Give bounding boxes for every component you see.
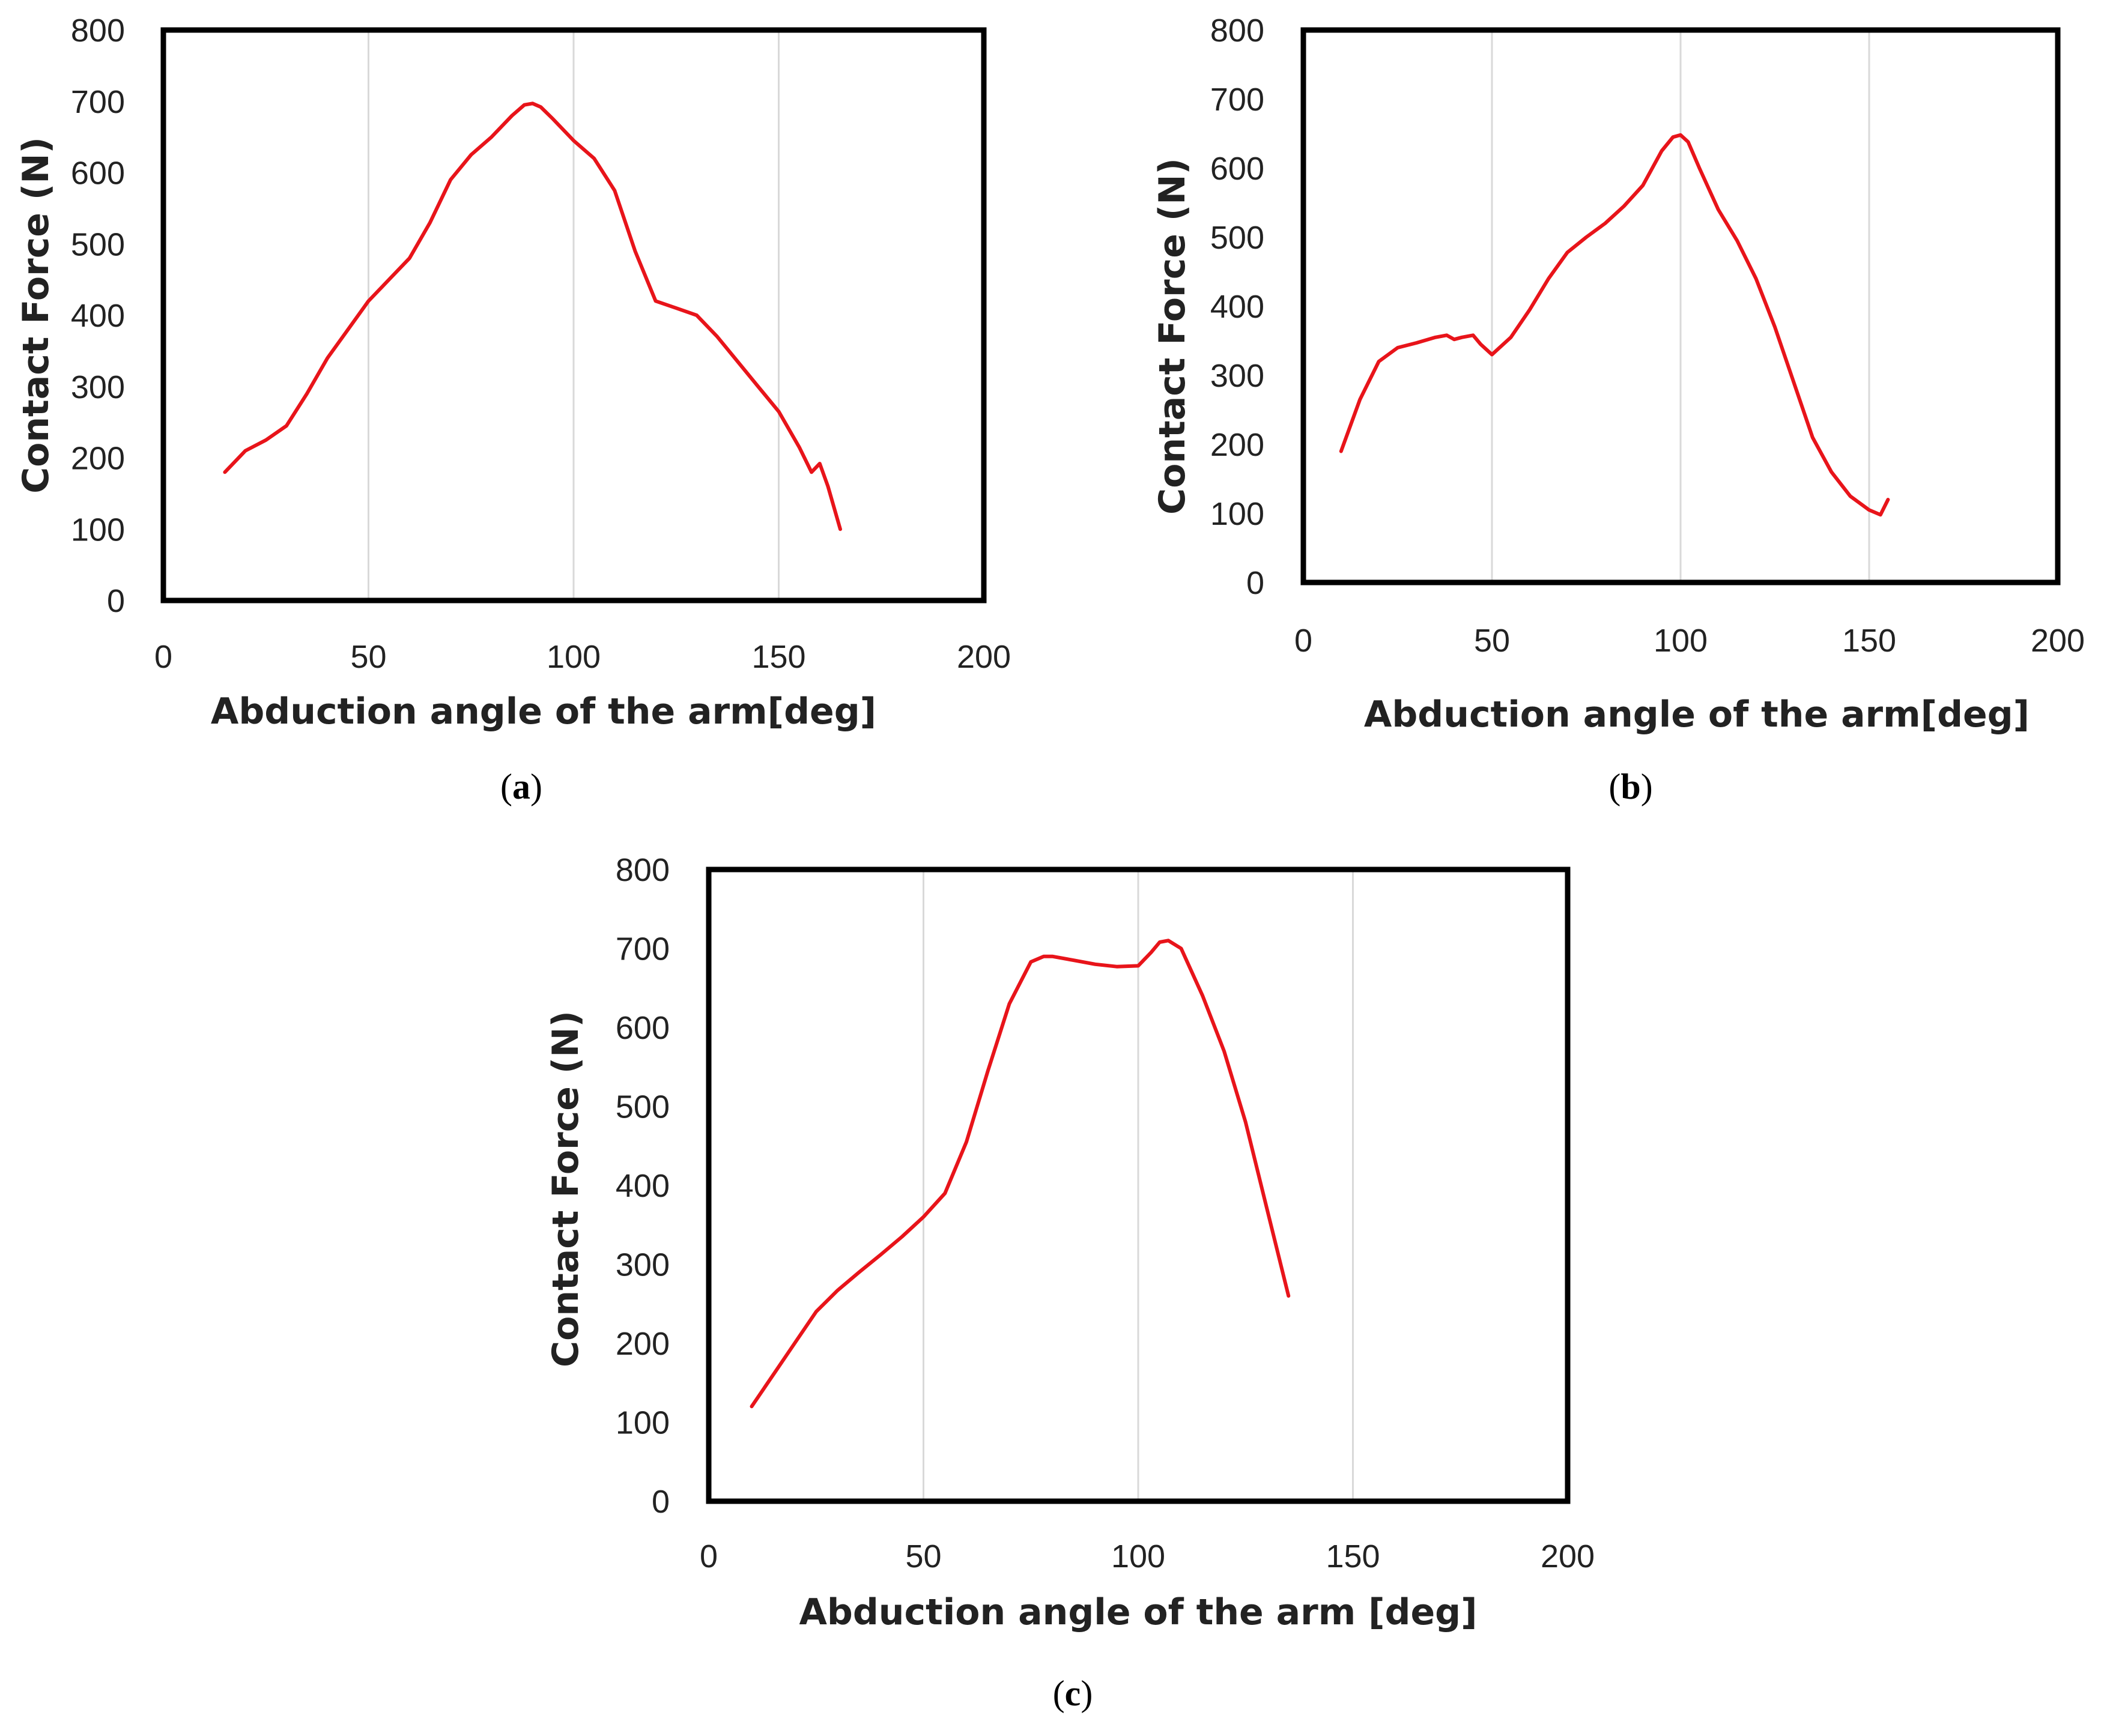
y-tick-label: 400	[1210, 289, 1264, 325]
y-tick-label: 500	[71, 226, 125, 262]
series-line	[750, 939, 1291, 1409]
y-tick-label: 0	[1246, 565, 1264, 601]
x-tick-label: 150	[1842, 623, 1896, 659]
y-tick-label: 200	[71, 441, 125, 477]
x-tick-label: 50	[905, 1538, 941, 1574]
x-tick-label: 0	[154, 639, 172, 675]
chart-panel-a: 0 50 100 150 200 0 100 200 300 400 500 600 700 800 Abd…	[15, 13, 1011, 806]
panel-caption: (c)	[1053, 1674, 1093, 1713]
x-tick-label: 200	[1541, 1538, 1595, 1574]
x-tick-label: 50	[350, 639, 386, 675]
x-tick-label: 150	[751, 639, 805, 675]
y-tick-label: 500	[616, 1089, 670, 1125]
y-tick-label: 100	[1210, 496, 1264, 532]
x-tick-label: 200	[957, 639, 1011, 675]
y-tick-label: 700	[1210, 82, 1264, 118]
y-tick-label: 200	[1210, 427, 1264, 463]
y-tick-label: 400	[71, 298, 125, 334]
y-tick-label: 700	[71, 84, 125, 120]
y-tick-label: 700	[616, 931, 670, 967]
y-tick-label: 400	[616, 1168, 670, 1204]
caption-paren-close: )	[1081, 1674, 1093, 1713]
x-tick-label: 100	[1111, 1538, 1165, 1574]
y-tick-label: 800	[71, 13, 125, 49]
x-tick-label: 100	[547, 639, 601, 675]
caption-paren-open: (	[1608, 767, 1620, 806]
caption-letter: a	[512, 767, 530, 806]
y-tick-label: 0	[107, 583, 125, 619]
y-tick-label: 600	[616, 1010, 670, 1046]
y-tick-label: 200	[616, 1326, 670, 1362]
x-tick-label: 0	[700, 1538, 718, 1574]
x-tick-label: 100	[1654, 623, 1708, 659]
y-tick-label: 500	[1210, 220, 1264, 256]
series-line	[1339, 133, 1890, 517]
panel-caption: (a)	[500, 767, 542, 806]
plot-frame	[706, 866, 1571, 1504]
caption-paren-close: )	[530, 767, 542, 806]
y-tick-label: 300	[1210, 358, 1264, 394]
x-axis-title: Abduction angle of the arm[deg]	[211, 691, 876, 733]
y-tick-label: 100	[71, 512, 125, 548]
x-tick-label: 0	[1294, 623, 1312, 659]
x-tick-label: 200	[2031, 623, 2085, 659]
y-tick-label: 300	[616, 1247, 670, 1283]
x-axis-title: Abduction angle of the arm [deg]	[799, 1591, 1477, 1633]
x-tick-label: 50	[1474, 623, 1510, 659]
caption-letter: b	[1620, 767, 1640, 806]
chart-panel-c: 0 50 100 150 200 0 100 200 300 400 500 600 700 800 Abd…	[545, 852, 1595, 1713]
y-axis-title: Contact Force (N)	[1151, 158, 1193, 515]
y-tick-label: 300	[71, 369, 125, 405]
plot-frame	[1300, 27, 2061, 585]
caption-paren-open: (	[1053, 1674, 1065, 1713]
y-tick-label: 800	[616, 852, 670, 888]
x-tick-label: 150	[1326, 1538, 1380, 1574]
panel-caption: (b)	[1608, 767, 1652, 806]
y-tick-label: 600	[1210, 151, 1264, 187]
caption-paren-close: )	[1641, 767, 1653, 806]
y-tick-label: 800	[1210, 13, 1264, 49]
y-tick-label: 600	[71, 156, 125, 192]
x-axis-title: Abduction angle of the arm[deg]	[1364, 694, 2030, 736]
caption-paren-open: (	[500, 767, 512, 806]
series-line	[223, 101, 842, 531]
y-tick-label: 0	[652, 1484, 670, 1520]
chart-panel-b: 0 50 100 150 200 0 100 200 300 400 500 600 700 800 Abd…	[1151, 13, 2085, 806]
y-axis-title: Contact Force (N)	[15, 137, 57, 494]
y-axis-title: Contact Force (N)	[545, 1011, 587, 1367]
caption-letter: c	[1065, 1674, 1081, 1713]
y-tick-label: 100	[616, 1405, 670, 1441]
plot-frame	[160, 27, 987, 603]
